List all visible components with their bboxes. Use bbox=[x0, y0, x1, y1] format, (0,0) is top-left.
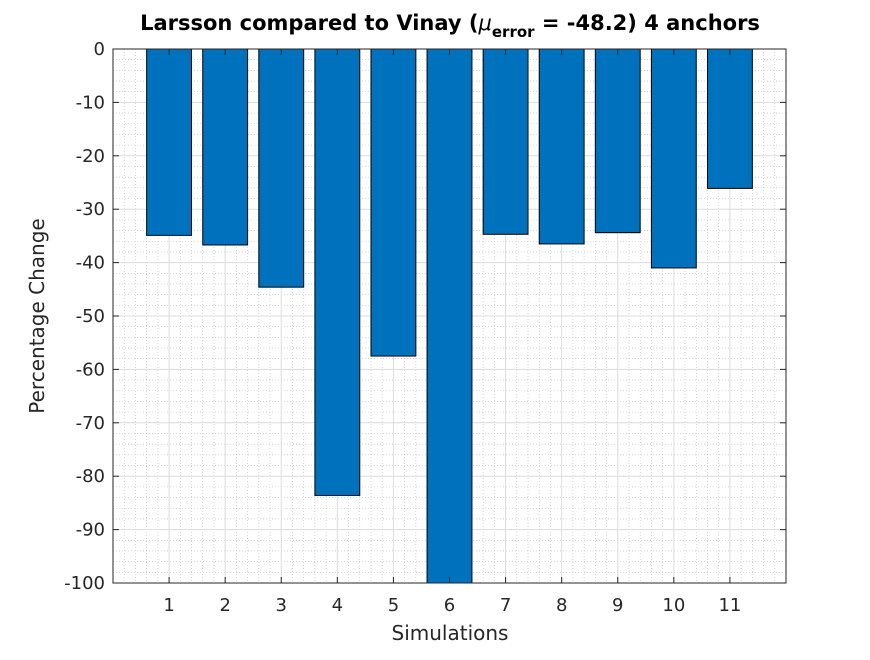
bars bbox=[146, 48, 753, 584]
chart-title: Larsson compared to Vinay (μerror = -48.… bbox=[140, 11, 760, 41]
chart-title-mu-symbol: μ bbox=[478, 11, 492, 35]
x-tick-label: 11 bbox=[718, 595, 741, 616]
x-tick-label: 3 bbox=[276, 595, 287, 616]
y-tick-label: -10 bbox=[76, 92, 105, 113]
bar-1 bbox=[146, 48, 193, 236]
bar-7 bbox=[482, 48, 529, 235]
bar-3 bbox=[258, 48, 305, 288]
y-tick-label: -70 bbox=[76, 413, 105, 434]
chart-title-subscript: error bbox=[492, 23, 535, 41]
bar-5 bbox=[370, 48, 417, 357]
bar-6 bbox=[426, 48, 473, 584]
y-tick-label: -80 bbox=[76, 466, 105, 487]
bar-10 bbox=[650, 48, 697, 269]
axes bbox=[112, 48, 787, 584]
x-tick-label: 7 bbox=[500, 595, 511, 616]
bar-9 bbox=[594, 48, 641, 234]
bar-8 bbox=[538, 48, 585, 245]
y-tick-label: -40 bbox=[76, 253, 105, 274]
x-tick-label: 2 bbox=[219, 595, 230, 616]
y-tick-label: 0 bbox=[94, 39, 105, 60]
x-tick-label: 6 bbox=[444, 595, 455, 616]
y-axis-label: Percentage Change bbox=[25, 218, 49, 413]
x-tick-label: 10 bbox=[662, 595, 685, 616]
x-tick-labels: 1 2 3 4 5 6 7 8 9 10 11 bbox=[163, 595, 741, 616]
x-tick-label: 4 bbox=[332, 595, 343, 616]
y-tick-label: -100 bbox=[64, 573, 105, 594]
bar-2 bbox=[202, 48, 249, 246]
x-tick-label: 8 bbox=[556, 595, 567, 616]
y-tick-label: -20 bbox=[76, 146, 105, 167]
x-tick-label: 5 bbox=[388, 595, 399, 616]
chart-title-prefix: Larsson compared to Vinay ( bbox=[140, 11, 478, 35]
bar-11 bbox=[706, 48, 753, 189]
y-tick-label: -30 bbox=[76, 199, 105, 220]
x-tick-label: 1 bbox=[163, 595, 174, 616]
chart-title-suffix: = -48.2) 4 anchors bbox=[535, 11, 760, 35]
bar-4 bbox=[314, 48, 361, 496]
y-tick-labels: 0 -10 -20 -30 -40 -50 -60 -70 -80 -90 -100 bbox=[64, 39, 105, 594]
y-tick-label: -60 bbox=[76, 359, 105, 380]
x-tick-label: 9 bbox=[612, 595, 623, 616]
x-axis-label: Simulations bbox=[392, 621, 509, 645]
y-tick-label: -90 bbox=[76, 520, 105, 541]
y-tick-label: -50 bbox=[76, 306, 105, 327]
